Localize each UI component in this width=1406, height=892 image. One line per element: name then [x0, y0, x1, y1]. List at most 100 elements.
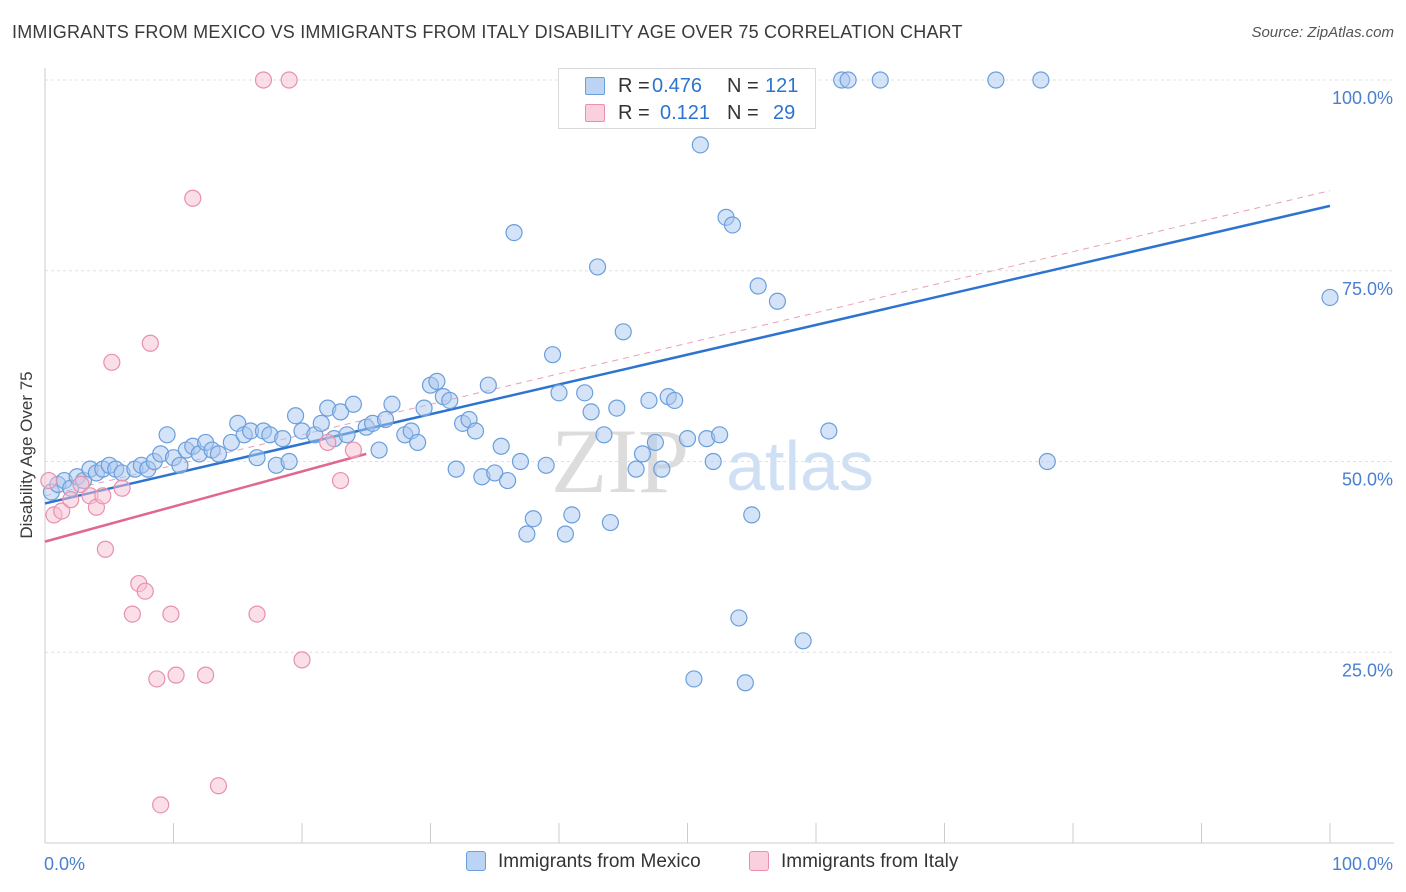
grid-layer [45, 79, 1394, 653]
data-point-italy [136, 582, 154, 600]
data-point-italy [148, 670, 166, 688]
data-point-italy [53, 502, 71, 520]
data-point-mexico [428, 372, 446, 390]
data-point-mexico [633, 445, 652, 463]
data-point-mexico [820, 422, 838, 440]
data-point-mexico [441, 391, 459, 410]
data-point-mexico [511, 452, 530, 471]
data-point-mexico [415, 399, 433, 417]
legend-r-label: R = [618, 102, 650, 124]
bottom-legend-italy: Immigrants from Italy [749, 851, 958, 873]
legend-swatch-mexico [585, 77, 605, 95]
data-point-mexico [640, 391, 658, 410]
data-point-italy [197, 666, 215, 684]
data-point-mexico [1038, 452, 1056, 471]
data-point-mexico [550, 384, 568, 402]
data-point-italy [62, 491, 80, 509]
data-point-italy [254, 71, 273, 89]
legend-box: R = 0.476 N = 121 R = 0.121 N = 29 [558, 68, 816, 129]
data-point-mexico [794, 632, 812, 650]
data-point-mexico [646, 433, 664, 452]
data-point-italy [209, 777, 228, 795]
bottom-legend-mexico: Immigrants from Mexico [466, 851, 701, 873]
data-point-mexico [736, 674, 754, 692]
data-point-mexico [1032, 71, 1050, 89]
data-point-italy [113, 479, 131, 497]
data-point-mexico [466, 422, 485, 440]
data-point-mexico [749, 277, 767, 295]
data-point-italy [331, 471, 350, 490]
data-point-mexico [871, 71, 889, 89]
x-tick-label-left: 0.0% [44, 854, 85, 874]
data-point-mexico [595, 426, 613, 444]
data-point-mexico [987, 71, 1005, 89]
data-point-mexico [274, 430, 292, 448]
data-point-mexico [685, 670, 703, 688]
data-point-italy [162, 605, 180, 623]
data-point-italy [96, 540, 114, 558]
data-point-mexico [331, 403, 350, 421]
data-point-mexico [158, 426, 176, 444]
watermark-zip: ZIP [551, 410, 689, 512]
bottom-legend-swatch-italy [749, 851, 769, 871]
data-point-mexico [286, 407, 305, 425]
data-point-mexico [376, 410, 395, 429]
axis-layer [44, 68, 1394, 844]
data-point-mexico [492, 437, 510, 455]
data-point-italy [248, 605, 266, 623]
data-point-italy [94, 487, 112, 505]
data-point-mexico [723, 216, 742, 234]
trend-extension-italy [44, 190, 1331, 497]
data-point-mexico [588, 258, 607, 276]
data-point-italy [167, 666, 185, 684]
x-tick-label-right: 100.0% [1332, 854, 1393, 874]
legend-r-label: R = [618, 75, 650, 97]
data-point-mexico [524, 510, 542, 528]
data-point-mexico [768, 292, 787, 310]
points-layer [40, 71, 1339, 814]
legend-n-label: N = [727, 102, 759, 124]
data-point-mexico [614, 323, 632, 341]
data-point-italy [123, 605, 141, 623]
data-point-mexico [730, 609, 748, 627]
bottom-legend-label-italy: Immigrants from Italy [781, 851, 959, 872]
data-point-mexico [338, 426, 356, 444]
data-point-mexico [601, 513, 620, 532]
data-point-mexico [344, 395, 362, 413]
legend-n-value-italy: 29 [773, 102, 796, 124]
data-point-mexico [556, 525, 575, 543]
y-tick-label: 75.0% [1342, 279, 1393, 299]
data-point-mexico [409, 433, 427, 452]
data-point-mexico [383, 395, 401, 413]
data-point-italy [72, 475, 90, 493]
data-point-mexico [447, 460, 465, 478]
data-point-italy [280, 71, 298, 89]
data-point-mexico [248, 449, 266, 467]
data-point-mexico [678, 430, 697, 448]
data-point-mexico [479, 376, 497, 394]
y-tick-label: 100.0% [1332, 88, 1393, 108]
legend-r-value-mexico: 0.476 [652, 75, 703, 97]
trend-line-italy [44, 452, 367, 543]
data-point-mexico [711, 426, 729, 444]
data-point-mexico [608, 399, 626, 417]
watermark-atlas: atlas [726, 427, 874, 505]
bottom-legend-swatch-mexico [466, 851, 486, 871]
data-point-italy [293, 651, 311, 669]
data-point-mexico [486, 464, 504, 482]
data-point-mexico [563, 506, 581, 524]
legend-n-label: N = [727, 75, 759, 97]
data-point-mexico [743, 506, 761, 524]
data-point-italy [344, 441, 362, 459]
data-point-mexico [582, 403, 600, 421]
legend-swatch-italy [585, 104, 605, 122]
data-point-mexico [209, 445, 228, 463]
data-point-italy [103, 353, 121, 371]
data-point-mexico [839, 71, 857, 89]
data-point-mexico [704, 452, 722, 471]
data-point-italy [40, 471, 58, 490]
data-point-italy [141, 334, 159, 352]
data-point-mexico [312, 414, 330, 432]
data-point-mexico [666, 391, 684, 410]
